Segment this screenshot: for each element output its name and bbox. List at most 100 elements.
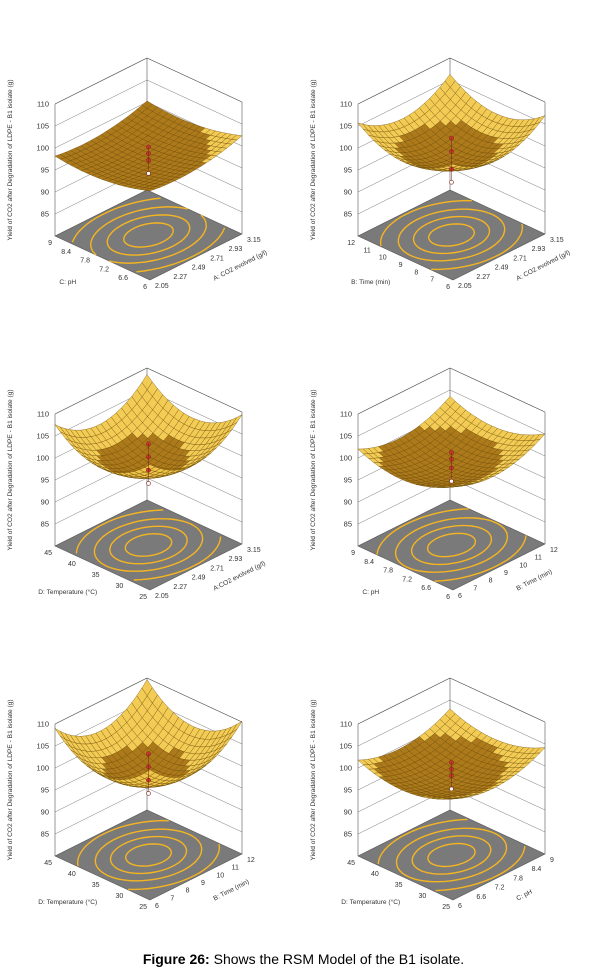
x-tick-label: 2.05	[155, 283, 169, 290]
x-tick-label: 2.71	[210, 565, 224, 572]
contour-line	[397, 208, 506, 262]
y-tick-label: 35	[92, 572, 100, 579]
y-tick-label: 7.2	[402, 576, 412, 583]
x-tick-label: 8.4	[532, 866, 542, 873]
x-tick-label: 2.27	[173, 584, 187, 591]
y-axis-label: D: Temperature (°C)	[38, 588, 97, 596]
x-tick-label: 9	[504, 570, 508, 577]
rsm-chart-svg: 110105100959085678910111266.67.27.88.49B…	[310, 367, 558, 601]
contour-line	[75, 509, 222, 581]
contour-line	[124, 533, 173, 557]
x-tick-label: 12	[550, 547, 558, 554]
y-axis-label: D: Temperature (°C)	[38, 898, 97, 906]
z-tick-label: 90	[41, 498, 49, 507]
x-tick-label: 10	[216, 872, 224, 879]
contour-line	[109, 525, 188, 565]
floor-contours	[71, 197, 226, 273]
z-tick-label: 95	[344, 786, 352, 795]
x-tick-label: 2.27	[173, 274, 187, 281]
z-tick-label: 85	[344, 210, 352, 219]
contour-floor	[54, 189, 243, 281]
z-axis-label: Yield of CO2 after Degradation of LDPE -…	[310, 389, 317, 550]
y-tick-label: 45	[44, 860, 52, 867]
y-axis-label: C: pH	[362, 589, 379, 596]
z-tick-label: 105	[36, 742, 49, 751]
z-tick-label: 85	[41, 520, 49, 529]
rsm-plot-bd: 110 105 100 95 90 85 6 7 8 9 10 11 12 25 30 35 40 45 B: Ti…	[0, 630, 300, 940]
contour-line	[106, 214, 191, 256]
y-tick-label: 45	[347, 860, 355, 867]
y-axis-label: B: Time (min)	[351, 279, 390, 286]
x-tick-label: 2.71	[513, 255, 527, 262]
surface-cell	[144, 769, 156, 777]
x-tick-label: 2.93	[229, 556, 243, 563]
floor-contours	[379, 199, 524, 271]
z-tick-label: 100	[36, 454, 49, 463]
caption-label: Figure 26:	[142, 951, 210, 967]
x-tick-label: 2.49	[192, 575, 206, 582]
z-tick-label: 105	[339, 742, 352, 751]
x-tick-label: 2.93	[532, 246, 546, 253]
x-tick-label: 12	[247, 857, 255, 864]
z-tick-label: 90	[344, 188, 352, 197]
y-tick-label: 7	[430, 277, 434, 284]
design-point-low	[146, 481, 151, 486]
x-tick-label: 6.6	[476, 894, 486, 901]
z-tick-label: 95	[41, 166, 49, 175]
z-tick-label: 110	[37, 410, 49, 419]
contour-line	[427, 223, 476, 247]
rsm-plot-ac: 110 105 100 95 90 85 2.05 2.27 2.49 2.71 2.93 3.15 6…	[0, 10, 300, 320]
floor-contours	[376, 508, 527, 582]
response-surface	[357, 708, 546, 800]
y-tick-label: 10	[379, 255, 387, 262]
floor-contours	[377, 818, 526, 892]
contour-line	[426, 532, 477, 558]
contour-line	[109, 835, 188, 875]
contour-line	[427, 842, 476, 868]
x-tick-label: 2.27	[476, 274, 490, 281]
x-axis-label: A: CO2 evolved (g/l)	[212, 249, 268, 282]
x-tick-label: 2.71	[210, 255, 224, 262]
surface-cell	[144, 188, 156, 192]
contour-line	[94, 828, 203, 882]
y-tick-label: 7.2	[99, 266, 109, 273]
x-axis-label: A: CO2 evolved (g/l)	[515, 249, 571, 282]
y-tick-label: 11	[364, 247, 371, 254]
y-tick-label: 6.6	[118, 275, 128, 282]
z-tick-label: 85	[41, 830, 49, 839]
z-tick-label: 105	[339, 432, 352, 441]
contour-line	[90, 206, 207, 264]
z-tick-label: 85	[41, 210, 49, 219]
x-tick-label: 7.2	[495, 885, 505, 892]
contour-floor	[357, 189, 546, 281]
response-surface	[357, 396, 546, 488]
design-point-low	[449, 179, 454, 185]
z-tick-label: 90	[41, 188, 49, 197]
x-tick-label: 2.05	[458, 283, 472, 290]
y-tick-label: 7.8	[383, 568, 393, 575]
x-tick-label: 8	[489, 578, 493, 585]
z-tick-label: 95	[41, 786, 49, 795]
z-tick-label: 105	[36, 122, 49, 131]
y-tick-label: 8.4	[61, 249, 71, 256]
contour-line	[376, 508, 527, 582]
y-tick-label: 9	[351, 550, 355, 557]
x-tick-label: 11	[232, 865, 239, 872]
design-point-low	[449, 786, 454, 792]
surface-cell	[447, 798, 459, 800]
rsm-plot-cd: 110 105 100 95 90 85 6 6.6 7.2 7.8 8.4 9 25 30 35 40 45 C…	[303, 630, 603, 940]
contour-line	[124, 843, 173, 867]
x-axis-label: C: pH	[515, 888, 533, 902]
design-point-low	[449, 478, 454, 484]
z-tick-label: 100	[339, 144, 352, 153]
contour-floor	[54, 809, 243, 901]
contour-line	[410, 524, 493, 566]
y-tick-label: 25	[139, 904, 147, 911]
z-tick-label: 85	[344, 830, 352, 839]
z-tick-label: 105	[36, 432, 49, 441]
y-tick-label: 9	[48, 240, 52, 247]
x-tick-label: 2.05	[155, 593, 169, 600]
figure-caption: Figure 26: Shows the RSM Model of the B1…	[0, 951, 607, 967]
y-tick-label: 6	[446, 284, 450, 291]
y-tick-label: 25	[442, 904, 450, 911]
